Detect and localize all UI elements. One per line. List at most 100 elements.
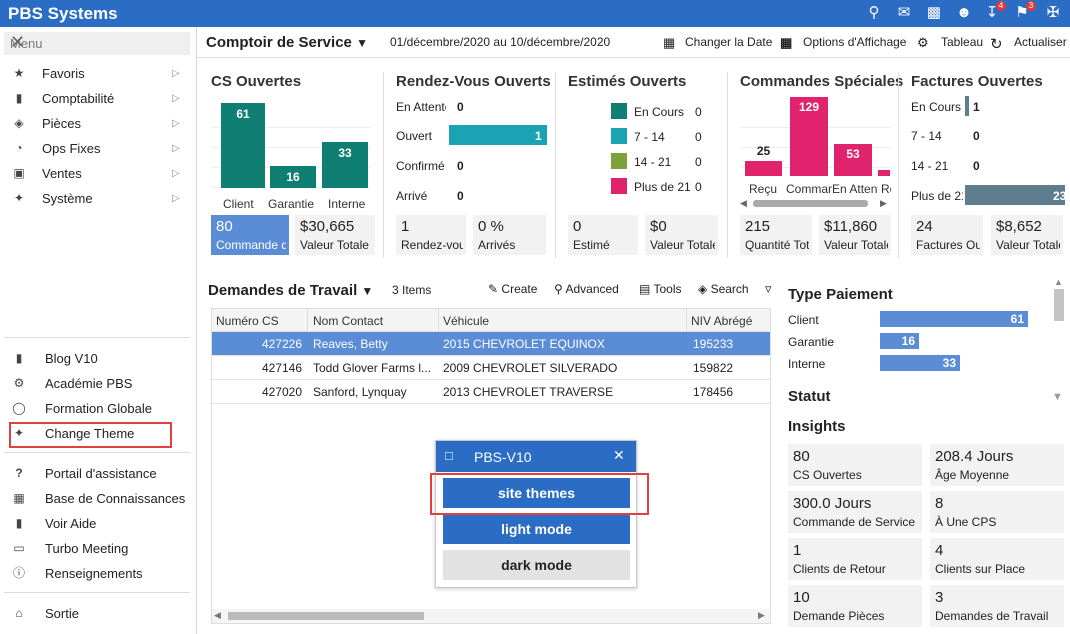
insight-label: Demande Pièces — [793, 609, 885, 623]
scrollbar-thumb[interactable] — [753, 200, 868, 207]
search-icon[interactable]: ⚲ — [868, 4, 880, 21]
bar-client[interactable]: 61 — [221, 103, 265, 188]
stat-valeur-totale[interactable]: $30,665 Valeur Totale — [295, 215, 375, 255]
scroll-right-icon[interactable]: ▶ — [880, 198, 887, 208]
sidebar-link-blog[interactable]: ▮ Blog V10 — [0, 346, 197, 371]
download-icon[interactable]: ↧ 4 — [982, 1, 1006, 23]
stat-valeur-totale[interactable]: $11,860 Valeur Totale — [819, 215, 891, 255]
advanced-button[interactable]: ⚲ Advanced — [554, 282, 619, 296]
sidebar-exit[interactable]: ⌂ Sortie — [0, 601, 197, 626]
column-header[interactable]: Nom Contact — [313, 314, 384, 328]
panel-title: Estimés Ouverts — [568, 73, 687, 90]
work-orders-title[interactable]: Demandes de Travail ▼ — [208, 282, 373, 299]
mail-icon[interactable]: ✉ — [897, 4, 911, 21]
scroll-left-icon[interactable]: ◀ — [740, 198, 747, 208]
dashboard-button[interactable]: Tableau — [941, 35, 984, 49]
stat-quantite[interactable]: 215 Quantité Totale — [740, 215, 812, 255]
tools-button[interactable]: ▤ Tools — [639, 282, 681, 296]
close-icon[interactable]: ✕ — [10, 32, 26, 52]
column-header[interactable]: Numéro CS — [216, 314, 279, 328]
scrollbar-thumb[interactable] — [1054, 289, 1064, 321]
sidebar-link-change-theme[interactable]: ✦ Change Theme — [0, 421, 197, 446]
divider — [4, 452, 190, 453]
stat-commandes[interactable]: 80 Commande de Service — [211, 215, 289, 255]
legend-value: 0 — [695, 130, 702, 144]
stat-rendez-vous[interactable]: 1 Rendez-vous — [396, 215, 466, 255]
site-themes-button[interactable]: site themes — [443, 478, 630, 508]
bar-recu[interactable] — [745, 161, 782, 176]
bar-en-attente[interactable] — [834, 144, 872, 176]
insight-card[interactable]: 1 Clients de Retour — [788, 538, 922, 580]
scroll-up-icon[interactable]: ▲ — [1054, 277, 1063, 287]
table-row[interactable]: 427146 Todd Glover Farms l... 2009 CHEVR… — [211, 356, 771, 380]
stat-valeur-totale[interactable]: $8,652 Valeur Totale — [991, 215, 1063, 255]
sidebar-help-turbo[interactable]: ▭ Turbo Meeting — [0, 536, 197, 561]
bar-retour[interactable] — [878, 170, 890, 176]
table-scrollbar[interactable]: ◀ ▶ — [212, 609, 770, 623]
pin-icon[interactable]: ✠ — [1046, 4, 1060, 21]
sidebar-item-ventes[interactable]: ▣ Ventes ▷ — [0, 161, 197, 186]
stat-estime[interactable]: 0 Estimé — [568, 215, 638, 255]
sidebar-help-base[interactable]: ▦ Base de Connaissances — [0, 486, 197, 511]
stat-value: 24 — [916, 218, 933, 235]
sidebar-link-formation[interactable]: ◯ Formation Globale — [0, 396, 197, 421]
column-divider — [686, 309, 687, 333]
users-icon[interactable]: ☻ — [956, 4, 972, 21]
insight-card[interactable]: 80 CS Ouvertes — [788, 444, 922, 486]
payment-bar-garantie[interactable]: 16 — [880, 333, 919, 349]
bar-ouvert[interactable] — [449, 125, 547, 145]
chart-scrollbar[interactable]: ◀ ▶ — [740, 198, 890, 208]
column-header[interactable]: Véhicule — [443, 314, 490, 328]
sidebar-item-favoris[interactable]: ★ Favoris ▷ — [0, 61, 197, 86]
sidebar-help-portail[interactable]: ? Portail d'assistance — [0, 461, 197, 486]
scroll-left-icon[interactable]: ◀ — [214, 610, 221, 620]
bar-plus-de-21[interactable] — [965, 185, 1065, 205]
column-header[interactable]: NIV Abrégé — [691, 314, 753, 328]
search-button[interactable]: ◈ Search — [698, 282, 749, 296]
sidebar-link-academie[interactable]: ⚙ Académie PBS — [0, 371, 197, 396]
insight-card[interactable]: 208.4 Jours Âge Moyenne — [930, 444, 1064, 486]
insight-card[interactable]: 3 Demandes de Travail — [930, 585, 1064, 627]
sidebar-item-pieces[interactable]: ◈ Pièces ▷ — [0, 111, 197, 136]
insight-card[interactable]: 10 Demande Pièces — [788, 585, 922, 627]
bar-interne[interactable]: 33 — [322, 142, 368, 188]
sidebar-item-comptabilite[interactable]: ▮ Comptabilité ▷ — [0, 86, 197, 111]
dialog-header: □ PBS-V10 ✕ — [436, 441, 636, 472]
stat-factures[interactable]: 24 Factures Ouvertes — [911, 215, 983, 255]
payment-bar-client[interactable]: 61 — [880, 311, 1028, 327]
bar-commande[interactable] — [790, 97, 828, 176]
filter-icon[interactable]: ▿ — [765, 281, 772, 296]
table-row[interactable]: 427226 Reaves, Betty 2015 CHEVROLET EQUI… — [211, 332, 771, 356]
page-title[interactable]: Comptoir de Service ▼ — [206, 34, 368, 51]
insight-card[interactable]: 300.0 Jours Commande de Service Le Plus A… — [788, 491, 922, 533]
sidebar-help-label: Renseignements — [45, 566, 143, 581]
flag-icon[interactable]: ⚑ 3 — [1012, 1, 1036, 23]
insight-card[interactable]: 8 À Une CPS — [930, 491, 1064, 533]
close-icon[interactable]: ✕ — [613, 447, 625, 463]
change-date-button[interactable]: Changer la Date — [685, 35, 773, 49]
sidebar-item-ops-fixes[interactable]: ◔ Ops Fixes ▷ — [0, 136, 197, 161]
sidebar-help-aide[interactable]: ▮ Voir Aide — [0, 511, 197, 536]
caret-down-icon[interactable]: ▼ — [1052, 391, 1063, 403]
refresh-button[interactable]: Actualiser — [1014, 35, 1067, 49]
create-button[interactable]: ✎ Create — [488, 282, 537, 296]
bar-garantie[interactable]: 16 — [270, 166, 316, 188]
search-label: Search — [710, 282, 749, 296]
sidebar-item-systeme[interactable]: ✦ Système ▷ — [0, 186, 197, 211]
stat-valeur-totale[interactable]: $0 Valeur Totale — [645, 215, 718, 255]
display-options-button[interactable]: Options d'Affichage — [803, 35, 907, 49]
dark-mode-button[interactable]: dark mode — [443, 550, 630, 580]
scrollbar-thumb[interactable] — [228, 612, 424, 620]
insight-card[interactable]: 4 Clients sur Place — [930, 538, 1064, 580]
row-value: 0 — [457, 189, 464, 203]
chat-icon[interactable]: ▩ — [926, 4, 942, 21]
light-mode-button[interactable]: light mode — [443, 514, 630, 544]
bar-en-cours[interactable] — [965, 96, 969, 116]
scroll-right-icon[interactable]: ▶ — [758, 610, 765, 620]
payment-bar-interne[interactable]: 33 — [880, 355, 960, 371]
right-scrollbar[interactable]: ▲ — [1053, 277, 1065, 323]
advanced-label: Advanced — [565, 282, 619, 296]
sidebar-help-info[interactable]: ⓘ Renseignements — [0, 561, 197, 586]
table-row[interactable]: 427020 Sanford, Lynquay 2013 CHEVROLET T… — [211, 380, 771, 404]
stat-arrives[interactable]: 0 % Arrivés — [473, 215, 546, 255]
